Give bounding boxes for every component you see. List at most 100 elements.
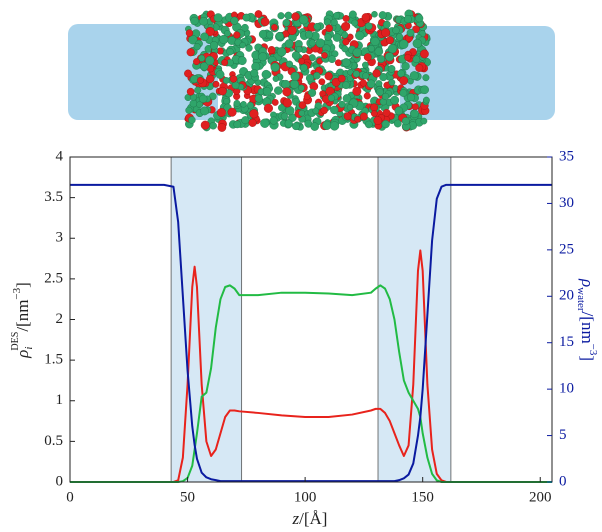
atom	[352, 86, 362, 96]
atom	[275, 32, 284, 41]
label-part: /[nm	[13, 300, 32, 332]
atom	[188, 35, 198, 45]
atom	[224, 30, 231, 37]
label-part: z	[292, 509, 300, 528]
atom	[193, 58, 200, 66]
atom	[328, 55, 336, 64]
atom	[227, 107, 237, 117]
atom	[282, 98, 292, 108]
atom	[410, 109, 419, 119]
y2-tick-label: 5	[559, 427, 567, 443]
atom	[387, 44, 398, 54]
atom	[342, 81, 350, 90]
atom	[303, 93, 311, 101]
label-part: −3	[587, 344, 599, 356]
series-line	[70, 183, 552, 483]
atom	[237, 56, 247, 66]
atom	[229, 75, 238, 83]
atom	[362, 72, 370, 80]
atom	[184, 69, 192, 78]
atom	[226, 47, 234, 56]
x-tick-label: 150	[411, 489, 434, 505]
y-tick-label: 2.5	[44, 270, 63, 286]
label-part: ]	[578, 355, 597, 361]
atom	[352, 47, 362, 58]
atom	[193, 43, 201, 51]
atom	[406, 93, 416, 102]
atom	[223, 98, 230, 105]
atom	[284, 119, 293, 128]
label-part: DES	[10, 332, 21, 351]
atom	[254, 94, 263, 103]
atom	[305, 74, 315, 83]
plot-frame	[69, 156, 553, 483]
atom	[205, 27, 215, 37]
atom	[231, 81, 240, 90]
atom	[266, 30, 274, 39]
atom	[249, 109, 259, 119]
atom	[298, 101, 307, 109]
atom	[287, 25, 297, 36]
atom	[420, 85, 429, 95]
atom	[381, 92, 390, 101]
atom	[397, 69, 405, 78]
y-tick-label: 0.5	[44, 433, 63, 449]
atom	[185, 106, 193, 114]
atom	[321, 52, 328, 59]
atom	[372, 69, 381, 78]
atom	[284, 39, 294, 49]
atom	[415, 63, 424, 72]
x-tick-label: 200	[529, 489, 552, 505]
atom	[333, 12, 341, 20]
atom	[422, 74, 430, 82]
atom	[346, 104, 354, 111]
atom	[387, 65, 396, 73]
atom	[366, 79, 376, 89]
atom	[194, 86, 202, 94]
atom	[399, 76, 409, 86]
atom	[320, 106, 328, 115]
atom	[200, 120, 210, 130]
atom	[363, 92, 371, 100]
y-axis-label: ρiDES/[nm−3]	[10, 282, 34, 359]
atom	[374, 47, 384, 56]
atom	[270, 62, 280, 72]
atom	[324, 33, 332, 41]
atom	[250, 69, 259, 78]
atom	[221, 59, 229, 66]
atom	[212, 80, 220, 88]
atom	[334, 59, 342, 67]
atom	[390, 95, 400, 105]
atom	[325, 24, 333, 33]
atom	[343, 112, 352, 121]
y2-tick-label: 10	[559, 381, 574, 397]
atom	[370, 36, 380, 47]
atom	[329, 121, 340, 131]
y2-axis-label: ρwater/[nm−3]	[575, 278, 599, 361]
atom	[233, 31, 241, 39]
atom	[284, 11, 293, 20]
series-line	[70, 284, 552, 483]
atom	[367, 45, 375, 53]
atom	[263, 103, 273, 113]
water-slab	[68, 24, 218, 120]
plot: 0 50 100 150 200 0 0.5 1 1.5 2 2.5 3 3.5 4 0 5 10 15 20 25 3…	[44, 148, 574, 505]
atom	[330, 105, 339, 115]
atom	[338, 100, 346, 108]
atom	[276, 47, 287, 57]
atom	[239, 41, 246, 49]
atom	[271, 98, 279, 106]
y2-tick-label: 35	[559, 148, 574, 164]
atom	[371, 10, 378, 18]
label-part: water	[575, 287, 587, 312]
atom	[200, 106, 209, 116]
atom	[422, 96, 430, 104]
atom	[332, 33, 342, 42]
y2-tick-label: 0	[559, 473, 567, 489]
atom	[272, 75, 280, 82]
x-tick-label: 0	[66, 489, 74, 505]
atom	[209, 122, 217, 130]
atom	[233, 99, 241, 107]
atom	[412, 38, 423, 49]
atom	[338, 74, 346, 83]
